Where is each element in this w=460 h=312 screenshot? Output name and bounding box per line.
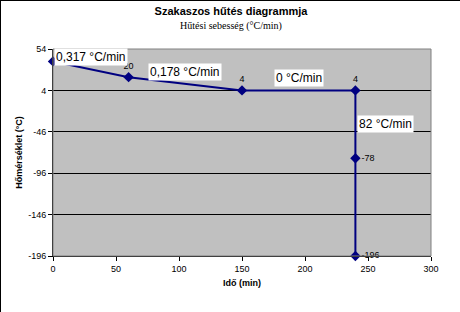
svg-text:300: 300 — [423, 264, 438, 274]
svg-text:Idő (min): Idő (min) — [223, 278, 261, 288]
svg-text:-46: -46 — [33, 127, 46, 137]
svg-text:4: 4 — [41, 86, 46, 96]
svg-text:-78: -78 — [361, 153, 374, 163]
svg-text:-196: -196 — [361, 250, 379, 260]
svg-text:50: 50 — [111, 264, 121, 274]
svg-text:-96: -96 — [33, 168, 46, 178]
svg-text:20: 20 — [124, 61, 134, 71]
svg-text:250: 250 — [360, 264, 375, 274]
svg-text:-196: -196 — [28, 251, 46, 261]
svg-text:-146: -146 — [28, 210, 46, 220]
svg-text:54: 54 — [36, 44, 46, 54]
svg-text:82 °C/min: 82 °C/min — [359, 117, 412, 131]
svg-text:0 °C/min: 0 °C/min — [276, 71, 322, 85]
svg-text:0,178 °C/min: 0,178 °C/min — [150, 65, 220, 79]
svg-text:100: 100 — [171, 264, 186, 274]
svg-text:0: 0 — [50, 264, 55, 274]
svg-text:4: 4 — [239, 74, 244, 84]
svg-text:4: 4 — [353, 74, 358, 84]
svg-text:Hőmérséklet (°C): Hőmérséklet (°C) — [14, 116, 24, 189]
svg-text:Szakaszos hűtés diagrammjaHűté: Szakaszos hűtés diagrammjaHűtési sebessé… — [155, 5, 309, 32]
svg-text:200: 200 — [297, 264, 312, 274]
svg-text:150: 150 — [234, 264, 249, 274]
svg-text:39: 39 — [59, 56, 69, 66]
svg-text:0,317 °C/min: 0,317 °C/min — [56, 50, 126, 64]
